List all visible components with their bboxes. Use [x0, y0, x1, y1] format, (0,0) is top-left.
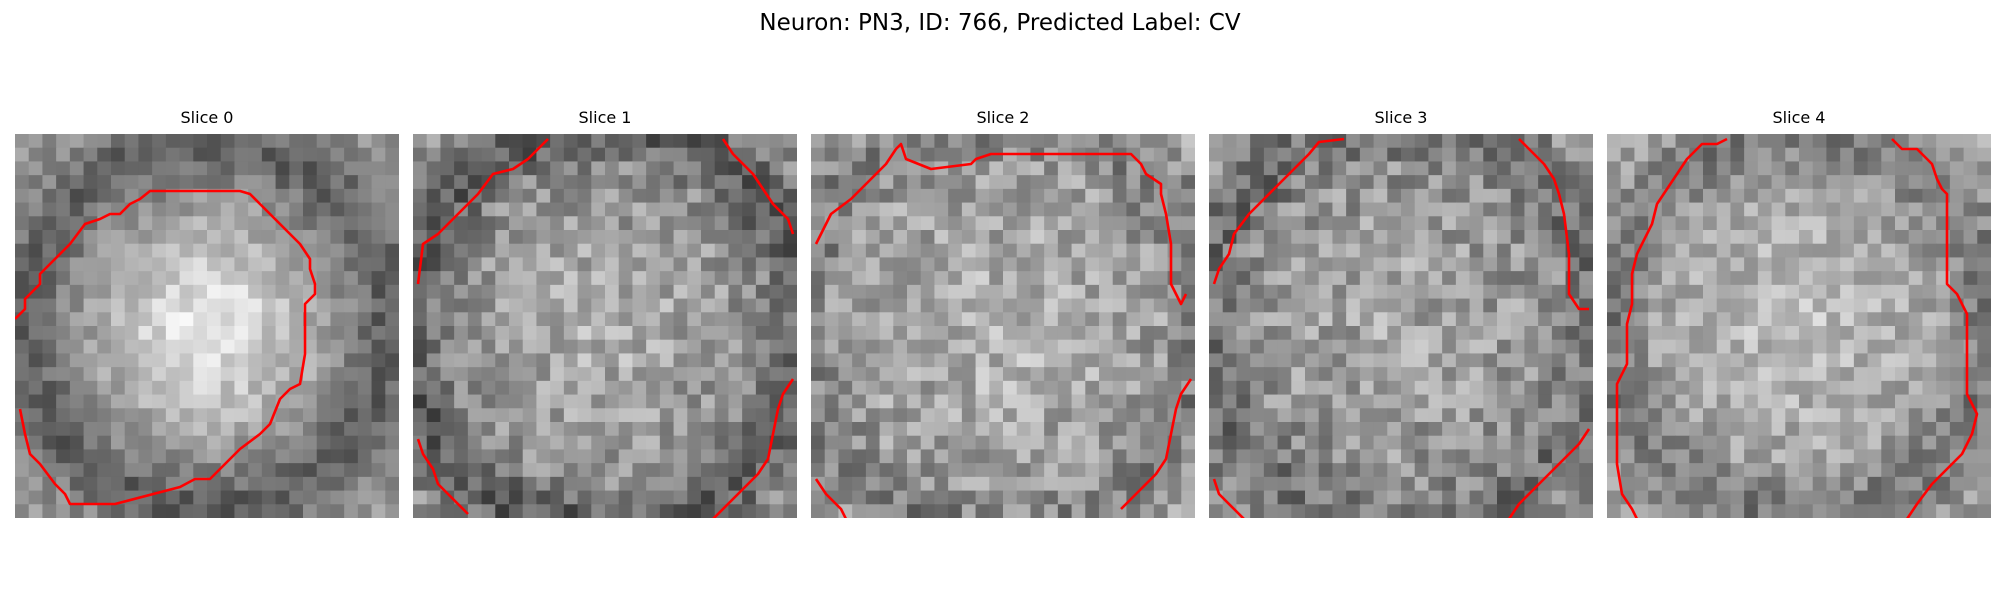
slice-4-title: Slice 4	[1772, 108, 1826, 127]
figure-title: Neuron: PN3, ID: 766, Predicted Label: C…	[759, 10, 1241, 36]
slice-4-contour	[1615, 137, 1728, 518]
slice-1-pixels	[413, 134, 797, 518]
slice-2-title: Slice 2	[976, 108, 1030, 127]
slice-0-pixels	[15, 134, 399, 518]
slice-3-title: Slice 3	[1374, 108, 1428, 127]
slice-1-contour	[416, 138, 549, 285]
slice-0-svg	[15, 134, 399, 518]
slice-3-contour-c	[1212, 478, 1245, 518]
slice-2-contour-b	[814, 478, 847, 518]
slice-4-image	[1607, 134, 1991, 518]
slice-2-svg	[811, 134, 1195, 518]
slice-3-contour-b	[1518, 138, 1589, 311]
slice-1-title: Slice 1	[578, 108, 632, 127]
slice-1-contour-b	[721, 138, 795, 235]
slice-1-svg	[413, 134, 797, 518]
slice-3-image	[1209, 134, 1593, 518]
slice-4-svg	[1607, 134, 1991, 518]
slice-1-contour-d	[712, 378, 795, 518]
slice-4-contour-b	[1891, 138, 1979, 518]
slice-2-contour	[814, 142, 1188, 306]
slice-1-image	[413, 134, 797, 518]
slice-0-title: Slice 0	[180, 108, 234, 127]
slice-2-image	[811, 134, 1195, 518]
slice-2-pixels	[811, 134, 1195, 518]
slice-4-pixels	[1607, 134, 1991, 518]
slice-1-contour-c	[416, 438, 469, 515]
slice-3-contour-d	[1508, 428, 1591, 518]
slice-3-contour	[1212, 137, 1345, 285]
slice-2-contour-c	[1120, 378, 1193, 510]
slice-0-contour	[15, 189, 317, 506]
slice-3-pixels	[1209, 134, 1593, 518]
slice-3-svg	[1209, 134, 1593, 518]
slice-0-image	[15, 134, 399, 518]
